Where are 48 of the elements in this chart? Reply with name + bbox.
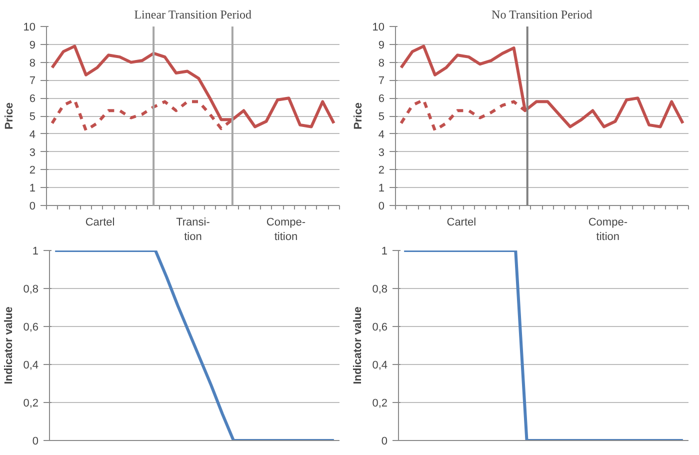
text: Cartel [85,216,115,228]
y-tick-label: 0 [32,436,39,448]
text: Compe- tition [266,216,306,243]
chart-title: No Transition Period [492,8,592,22]
y-tick-label: 6 [378,93,385,106]
y-tick-label: 0,4 [372,360,388,372]
y-tick-label: 0,6 [23,322,39,334]
y-tick-label: 6 [29,93,36,106]
y-tick-label: 0 [381,436,388,448]
text: Transi- tion [176,216,210,243]
y-tick-label: 5 [378,111,385,123]
y-tick-label: 2 [29,164,36,177]
y-tick-label: 5 [29,111,36,123]
y-tick-label: 7 [378,75,385,88]
y-tick-label: 9 [378,39,385,52]
y-tick-label: 8 [29,57,36,70]
y-tick-label: 0,4 [23,360,39,372]
y-tick-label: 10 [372,22,385,34]
chart-title: Linear Transition Period [134,8,252,22]
line-series [54,250,336,440]
y-tick-label: 1 [381,246,388,258]
y-tick-label: 3 [29,146,36,159]
y-tick-label: 0,8 [23,284,39,296]
y-tick-label: 1 [29,182,36,195]
y-tick-label: 9 [29,39,36,52]
y-tick-label: 0,8 [372,284,388,296]
y-axis-title: Price [352,102,364,130]
y-tick-label: 1 [378,182,385,195]
line-series [400,44,684,128]
text: Compe- tition [588,216,628,243]
y-tick-label: 7 [29,75,36,88]
y-tick-label: 4 [29,128,36,141]
line-series [50,44,336,128]
y-axis-title: Price [3,102,16,130]
y-tick-label: 4 [378,128,385,141]
text: Cartel [446,216,476,228]
y-axis-title: Indicator value [3,306,16,384]
y-tick-label: 0,2 [372,398,388,410]
y-tick-label: 8 [378,57,385,70]
y-tick-label: 10 [23,22,36,34]
y-tick-label: 1 [32,246,39,258]
y-tick-label: 0,6 [372,322,388,334]
y-tick-label: 0,2 [23,398,39,410]
y-tick-label: 2 [378,164,385,177]
y-axis-title: Indicator value [352,306,364,384]
y-tick-label: 0 [378,200,385,212]
y-tick-label: 0 [29,200,36,212]
y-tick-label: 3 [378,146,385,159]
